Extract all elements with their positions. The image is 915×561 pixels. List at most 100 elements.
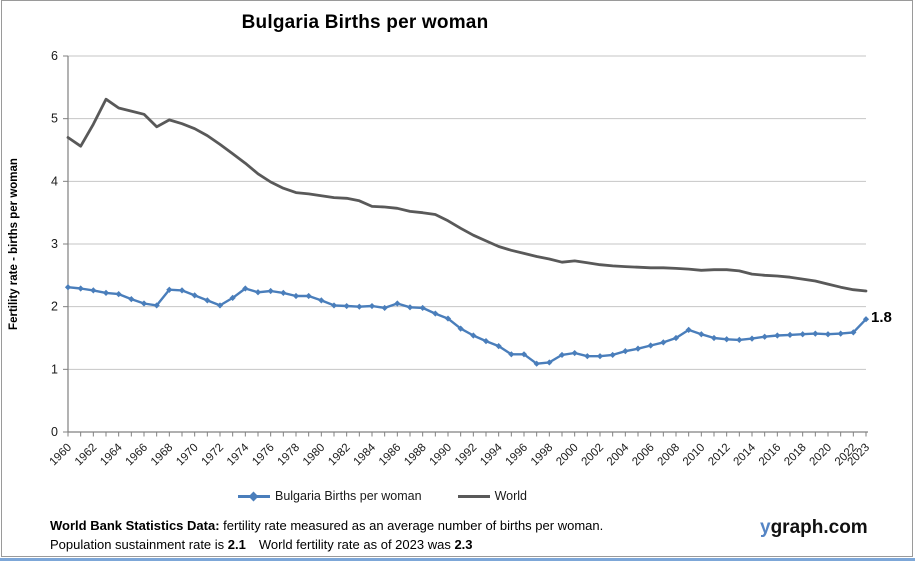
- x-tick-label: 1996: [504, 442, 531, 469]
- data-point-marker: [596, 353, 604, 360]
- legend-item-bulgaria: Bulgaria Births per woman: [237, 489, 422, 503]
- x-tick-label: 1960: [48, 442, 75, 469]
- x-tick-label: 1964: [98, 441, 125, 468]
- source-note: World Bank Statistics Data: fertility ra…: [50, 516, 603, 554]
- x-tick-label: 1974: [225, 441, 252, 468]
- y-tick-label: 4: [51, 174, 58, 188]
- data-point-marker: [64, 284, 72, 291]
- data-point-marker: [685, 326, 692, 333]
- x-tick-label: 1986: [377, 442, 404, 469]
- data-point-marker: [432, 310, 439, 317]
- chart-svg: 0123456196019621964196619681970197219741…: [8, 49, 872, 469]
- x-tick-label: 1970: [174, 442, 201, 469]
- data-point-marker: [584, 353, 591, 360]
- source-note-line1: World Bank Statistics Data: fertility ra…: [50, 518, 604, 533]
- data-point-marker: [128, 296, 135, 303]
- x-tick-label: 1968: [149, 442, 176, 469]
- data-point-marker: [229, 294, 236, 301]
- x-tick-label: 2020: [808, 442, 835, 469]
- data-point-marker: [660, 339, 667, 346]
- x-tick-label: 2006: [630, 442, 657, 469]
- data-point-marker: [102, 289, 110, 296]
- data-point-marker: [799, 331, 806, 338]
- data-point-marker: [444, 315, 452, 322]
- data-point-marker: [824, 331, 832, 338]
- legend-label-world: World: [494, 489, 528, 503]
- x-tick-label: 2012: [706, 442, 733, 469]
- x-tick-label: 1966: [124, 442, 151, 469]
- data-point-marker: [394, 300, 401, 307]
- x-tick-label: 2000: [554, 442, 581, 469]
- x-tick-label: 1994: [478, 441, 505, 468]
- data-point-marker: [672, 334, 680, 342]
- data-point-marker: [647, 342, 654, 349]
- data-point-marker: [216, 302, 224, 309]
- data-point-marker: [546, 359, 553, 366]
- window-bottom-edge: [0, 558, 915, 561]
- data-point-marker: [609, 351, 616, 359]
- x-tick-label: 1972: [200, 442, 227, 469]
- legend: Bulgaria Births per woman World: [0, 489, 840, 503]
- x-tick-label: 2004: [605, 441, 632, 468]
- data-point-marker: [457, 325, 464, 332]
- x-tick-label: 1976: [250, 442, 277, 469]
- data-point-marker: [254, 289, 262, 296]
- y-tick-label: 1: [51, 362, 58, 376]
- data-point-marker: [318, 297, 325, 304]
- data-point-marker: [774, 332, 781, 339]
- data-point-marker: [115, 291, 122, 298]
- legend-label-bulgaria: Bulgaria Births per woman: [274, 489, 422, 503]
- ygraph-logo: ygraph.com: [760, 517, 868, 538]
- x-tick-label: 1998: [529, 442, 556, 469]
- y-tick-label: 5: [51, 112, 58, 126]
- world-line: [66, 97, 868, 293]
- data-point-marker: [191, 292, 198, 299]
- y-tick-label: 2: [51, 300, 58, 314]
- y-tick-label: 0: [51, 425, 58, 439]
- data-point-marker: [280, 289, 287, 296]
- x-tick-label: 1992: [453, 442, 480, 469]
- data-point-marker: [862, 316, 870, 323]
- data-point-marker: [837, 330, 844, 337]
- data-point-marker: [419, 304, 426, 312]
- x-tick-label: 1988: [402, 442, 429, 469]
- data-point-marker: [292, 292, 300, 300]
- data-point-marker: [812, 330, 819, 337]
- data-point-marker: [520, 351, 528, 358]
- world-line-swatch-icon: [457, 492, 490, 501]
- last-value-label: 1.8: [871, 309, 892, 326]
- x-tick-label: 2018: [782, 442, 809, 469]
- y-tick-label: 3: [51, 237, 58, 251]
- data-point-marker: [267, 287, 274, 295]
- data-point-marker: [622, 348, 629, 355]
- chart-title: Bulgaria Births per woman: [241, 12, 489, 33]
- legend-item-world: World: [457, 489, 528, 503]
- data-point-marker: [140, 300, 148, 307]
- data-point-marker: [723, 336, 730, 343]
- x-tick-label: 2008: [656, 442, 683, 469]
- data-point-marker: [204, 297, 211, 304]
- data-point-marker: [343, 302, 350, 310]
- data-point-marker: [761, 333, 768, 340]
- x-tick-label: 2014: [732, 441, 759, 468]
- x-tick-label: 1980: [301, 442, 328, 469]
- data-point-marker: [178, 287, 186, 294]
- data-point-marker: [381, 304, 388, 312]
- x-tick-label: 2016: [757, 442, 784, 469]
- data-point-marker: [482, 338, 490, 345]
- y-axis-title: Fertility rate - births per woman: [8, 158, 20, 330]
- data-point-marker: [558, 351, 566, 359]
- data-point-marker: [77, 285, 84, 292]
- data-point-marker: [356, 303, 363, 310]
- x-tick-label: 1984: [352, 441, 379, 468]
- data-point-marker: [533, 360, 540, 367]
- data-point-marker: [495, 343, 502, 350]
- data-point-marker: [406, 304, 414, 311]
- world-rate-value: 2.3: [454, 537, 473, 552]
- y-tick-label: 6: [51, 49, 58, 63]
- x-tick-label: 1982: [326, 442, 353, 469]
- data-point-marker: [508, 351, 515, 358]
- x-tick-label: 1990: [428, 442, 455, 469]
- x-tick-label: 2010: [681, 442, 708, 469]
